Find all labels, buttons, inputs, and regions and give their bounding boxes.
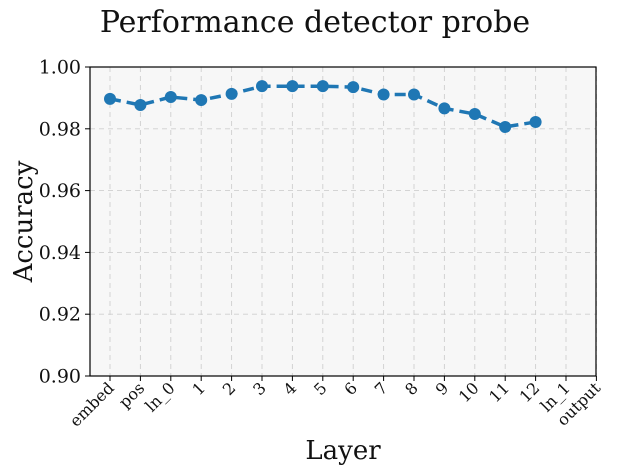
y-tick-label: 0.96 [39, 180, 81, 202]
series-layer [104, 80, 542, 133]
series-line [109, 84, 536, 129]
y-tick-label: 0.94 [39, 242, 81, 264]
data-point [499, 120, 512, 133]
y-axis-label: Accuracy [9, 160, 39, 283]
data-point [256, 80, 268, 93]
data-point [438, 102, 451, 115]
data-point [195, 94, 208, 107]
data-point [529, 116, 542, 129]
data-point [377, 88, 390, 101]
grid-lines [90, 66, 597, 377]
x-tick-label: 9 [432, 378, 453, 399]
x-tick-label: 11 [485, 378, 513, 406]
y-tick-label: 0.92 [39, 304, 81, 326]
x-tick-label: 7 [371, 378, 392, 399]
x-tick-label: 5 [310, 378, 331, 399]
x-tick-label: 2 [219, 378, 240, 399]
data-point [164, 90, 177, 103]
data-point [286, 80, 299, 93]
x-tick-label: 6 [340, 378, 361, 399]
data-point [408, 88, 420, 101]
x-tick-label: 1 [188, 378, 209, 399]
y-tick-label: 1.00 [39, 57, 81, 79]
x-axis-label: Layer [305, 436, 381, 466]
data-point [225, 87, 238, 100]
x-tick-label: 8 [401, 378, 422, 399]
x-tick-label: ln_0 [141, 378, 178, 415]
x-tick-label: 4 [280, 378, 301, 399]
x-tick-label: pos [115, 378, 148, 411]
data-point [316, 80, 329, 93]
data-point [104, 92, 116, 105]
y-tick-label: 0.98 [39, 118, 81, 140]
y-axis: 0.90 0.92 0.94 0.96 0.98 1.00 [39, 57, 90, 388]
plot-frame [89, 66, 597, 377]
chart-title: Performance detector probe [100, 5, 530, 40]
x-tick-label: 10 [455, 378, 483, 406]
data-point [468, 107, 481, 120]
plot-area [90, 67, 596, 376]
data-point [134, 99, 147, 112]
data-point [347, 81, 360, 94]
y-tick-label: 0.90 [39, 366, 81, 388]
x-tick-label: 3 [249, 378, 270, 399]
